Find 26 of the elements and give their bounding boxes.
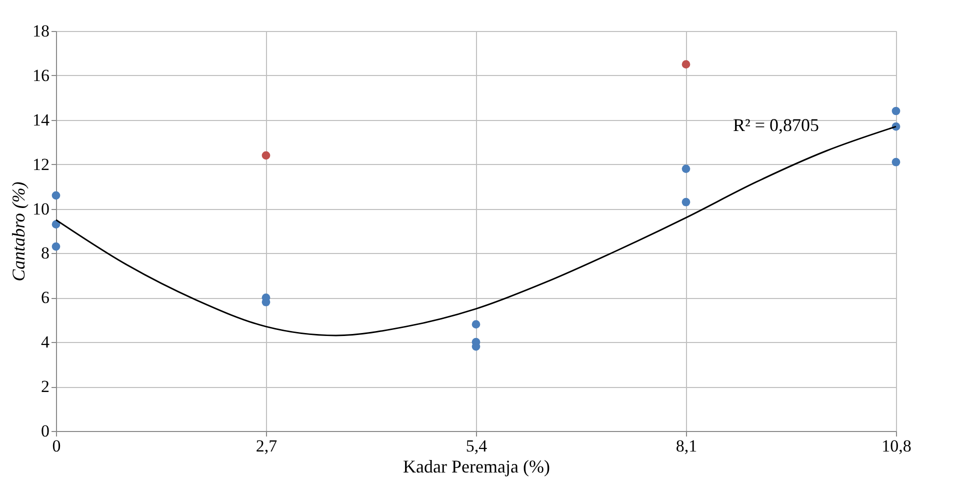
y-tick-label: 16 bbox=[32, 66, 50, 85]
y-tick-label: 2 bbox=[41, 377, 50, 396]
annotation: R² = 0,8705 bbox=[732, 115, 820, 135]
x-tick-label: 10,8 bbox=[882, 436, 912, 456]
x-axis-title: Kadar Peremaja (%) bbox=[403, 456, 550, 476]
point bbox=[262, 151, 270, 160]
y-tick-label: 10 bbox=[32, 199, 50, 218]
point bbox=[682, 164, 690, 173]
point bbox=[892, 106, 900, 116]
y-tick-label: 4 bbox=[41, 332, 50, 352]
point bbox=[892, 158, 900, 166]
point bbox=[52, 242, 60, 251]
point bbox=[52, 191, 60, 200]
point bbox=[472, 320, 480, 329]
point bbox=[682, 60, 690, 69]
y-tick-label: 12 bbox=[32, 154, 50, 174]
y-tick-label: 0 bbox=[41, 422, 50, 440]
y-tick-label: 14 bbox=[32, 110, 50, 130]
x-tick-label: 2,7 bbox=[256, 436, 278, 456]
y-tick-label: 6 bbox=[41, 288, 50, 308]
x-tick-label: 5,4 bbox=[466, 436, 488, 456]
point bbox=[682, 198, 690, 206]
y-axis-title: Cantabro (%) bbox=[8, 182, 28, 282]
y-tick-label: 8 bbox=[41, 244, 50, 263]
x-tick-label: 8,1 bbox=[676, 436, 698, 456]
y-tick-label: 18 bbox=[32, 22, 50, 40]
